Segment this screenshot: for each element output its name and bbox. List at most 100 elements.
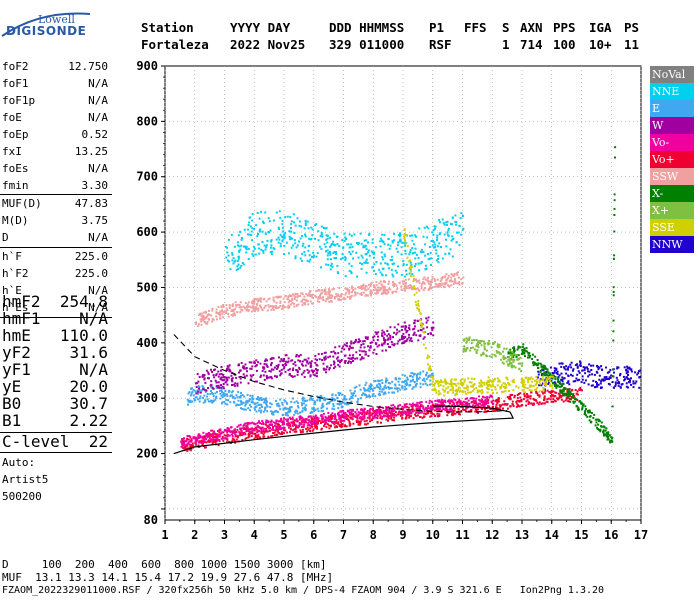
echo-dot	[400, 285, 403, 288]
echo-dot	[598, 420, 601, 422]
echo-dot	[359, 232, 362, 235]
param-label: hmF1	[2, 309, 41, 328]
echo-dot	[202, 319, 205, 322]
echo-dot	[289, 216, 292, 218]
echo-dot	[543, 388, 546, 391]
param-label: h`E	[2, 284, 22, 297]
echo-dot	[390, 255, 393, 258]
echo-dot	[552, 400, 555, 403]
echo-dot	[369, 408, 372, 411]
echo-dot	[455, 221, 458, 224]
echo-dot	[445, 245, 448, 248]
echo-dot	[541, 368, 544, 371]
echo-dot	[600, 368, 603, 371]
echo-dot	[554, 391, 557, 394]
echo-dot	[344, 425, 346, 428]
echo-dot	[316, 407, 319, 410]
echo-dot	[182, 447, 185, 450]
echo-dot	[291, 416, 294, 419]
echo-dot	[565, 393, 567, 396]
echo-dot	[286, 431, 289, 434]
echo-dot	[366, 262, 369, 265]
echo-dot	[580, 381, 583, 384]
echo-dot	[362, 411, 364, 414]
echo-dot	[327, 401, 330, 404]
echo-dot	[405, 263, 408, 266]
echo-dot	[283, 365, 286, 368]
echo-dot	[435, 408, 438, 411]
echo-dot	[568, 383, 571, 386]
param-label: B0	[2, 394, 22, 413]
echo-dot	[371, 266, 374, 269]
echo-dot	[580, 389, 583, 392]
echo-dot	[238, 395, 241, 398]
echo-dot	[267, 420, 269, 423]
echo-dot	[291, 421, 294, 424]
echo-dot	[314, 374, 316, 377]
echo-dot	[264, 248, 267, 251]
echo-dot	[316, 252, 319, 255]
echo-dot	[371, 238, 374, 241]
echo-dot	[333, 361, 336, 364]
echo-dot	[463, 339, 466, 342]
echo-dot	[204, 400, 207, 403]
echo-dot	[360, 242, 363, 245]
echo-dot	[366, 422, 369, 425]
echo-dot	[280, 372, 283, 375]
echo-dot	[364, 253, 367, 256]
echo-dot	[430, 332, 432, 335]
echo-dot	[515, 405, 518, 408]
echo-dot	[402, 411, 405, 413]
echo-dot	[231, 252, 234, 255]
echo-dot	[398, 410, 401, 413]
echo-dot	[617, 381, 620, 383]
echo-dot	[393, 412, 396, 415]
echo-dot	[604, 429, 607, 432]
echo-dot	[403, 321, 406, 324]
echo-dot	[297, 406, 300, 409]
echo-dot	[247, 247, 250, 250]
echo-dot	[372, 407, 374, 410]
echo-dot	[506, 407, 509, 410]
echo-dot	[197, 325, 200, 328]
echo-dot	[609, 377, 612, 379]
echo-dot	[377, 379, 380, 382]
echo-dot	[548, 373, 551, 376]
echo-dot	[600, 380, 603, 383]
echo-dot	[253, 360, 256, 363]
echo-dot	[615, 376, 618, 379]
echo-dot	[362, 340, 365, 343]
echo-dot	[328, 296, 331, 299]
echo-dot	[587, 411, 590, 414]
echo-dot	[232, 313, 235, 316]
echo-dot	[428, 366, 431, 369]
echo-dot	[480, 401, 483, 404]
echo-dot	[284, 418, 287, 421]
echo-dot	[496, 343, 499, 346]
echo-dot	[369, 289, 372, 292]
echo-dot	[475, 350, 478, 353]
echo-dot	[429, 415, 432, 418]
echo-dot	[306, 361, 308, 364]
echo-dot	[465, 407, 468, 410]
echo-dot	[568, 394, 571, 397]
echo-dot	[530, 402, 533, 405]
echo-dot	[360, 292, 363, 295]
echo-dot	[619, 374, 621, 377]
echo-dot	[252, 428, 255, 431]
param-row-fof1p: foF1p N/A	[2, 94, 108, 108]
echo-dot	[287, 252, 290, 255]
echo-dot	[305, 399, 308, 402]
echo-dot	[415, 414, 418, 417]
echo-dot	[600, 425, 603, 428]
echo-dot	[411, 239, 414, 242]
echo-dot	[426, 279, 429, 282]
echo-dot	[397, 405, 399, 408]
echo-dot	[250, 378, 252, 381]
echo-dot	[552, 390, 555, 393]
echo-dot	[380, 412, 383, 415]
echo-dot	[264, 427, 267, 430]
echo-dot	[444, 409, 447, 412]
echo-dot	[216, 433, 219, 436]
echo-dot	[516, 396, 519, 399]
